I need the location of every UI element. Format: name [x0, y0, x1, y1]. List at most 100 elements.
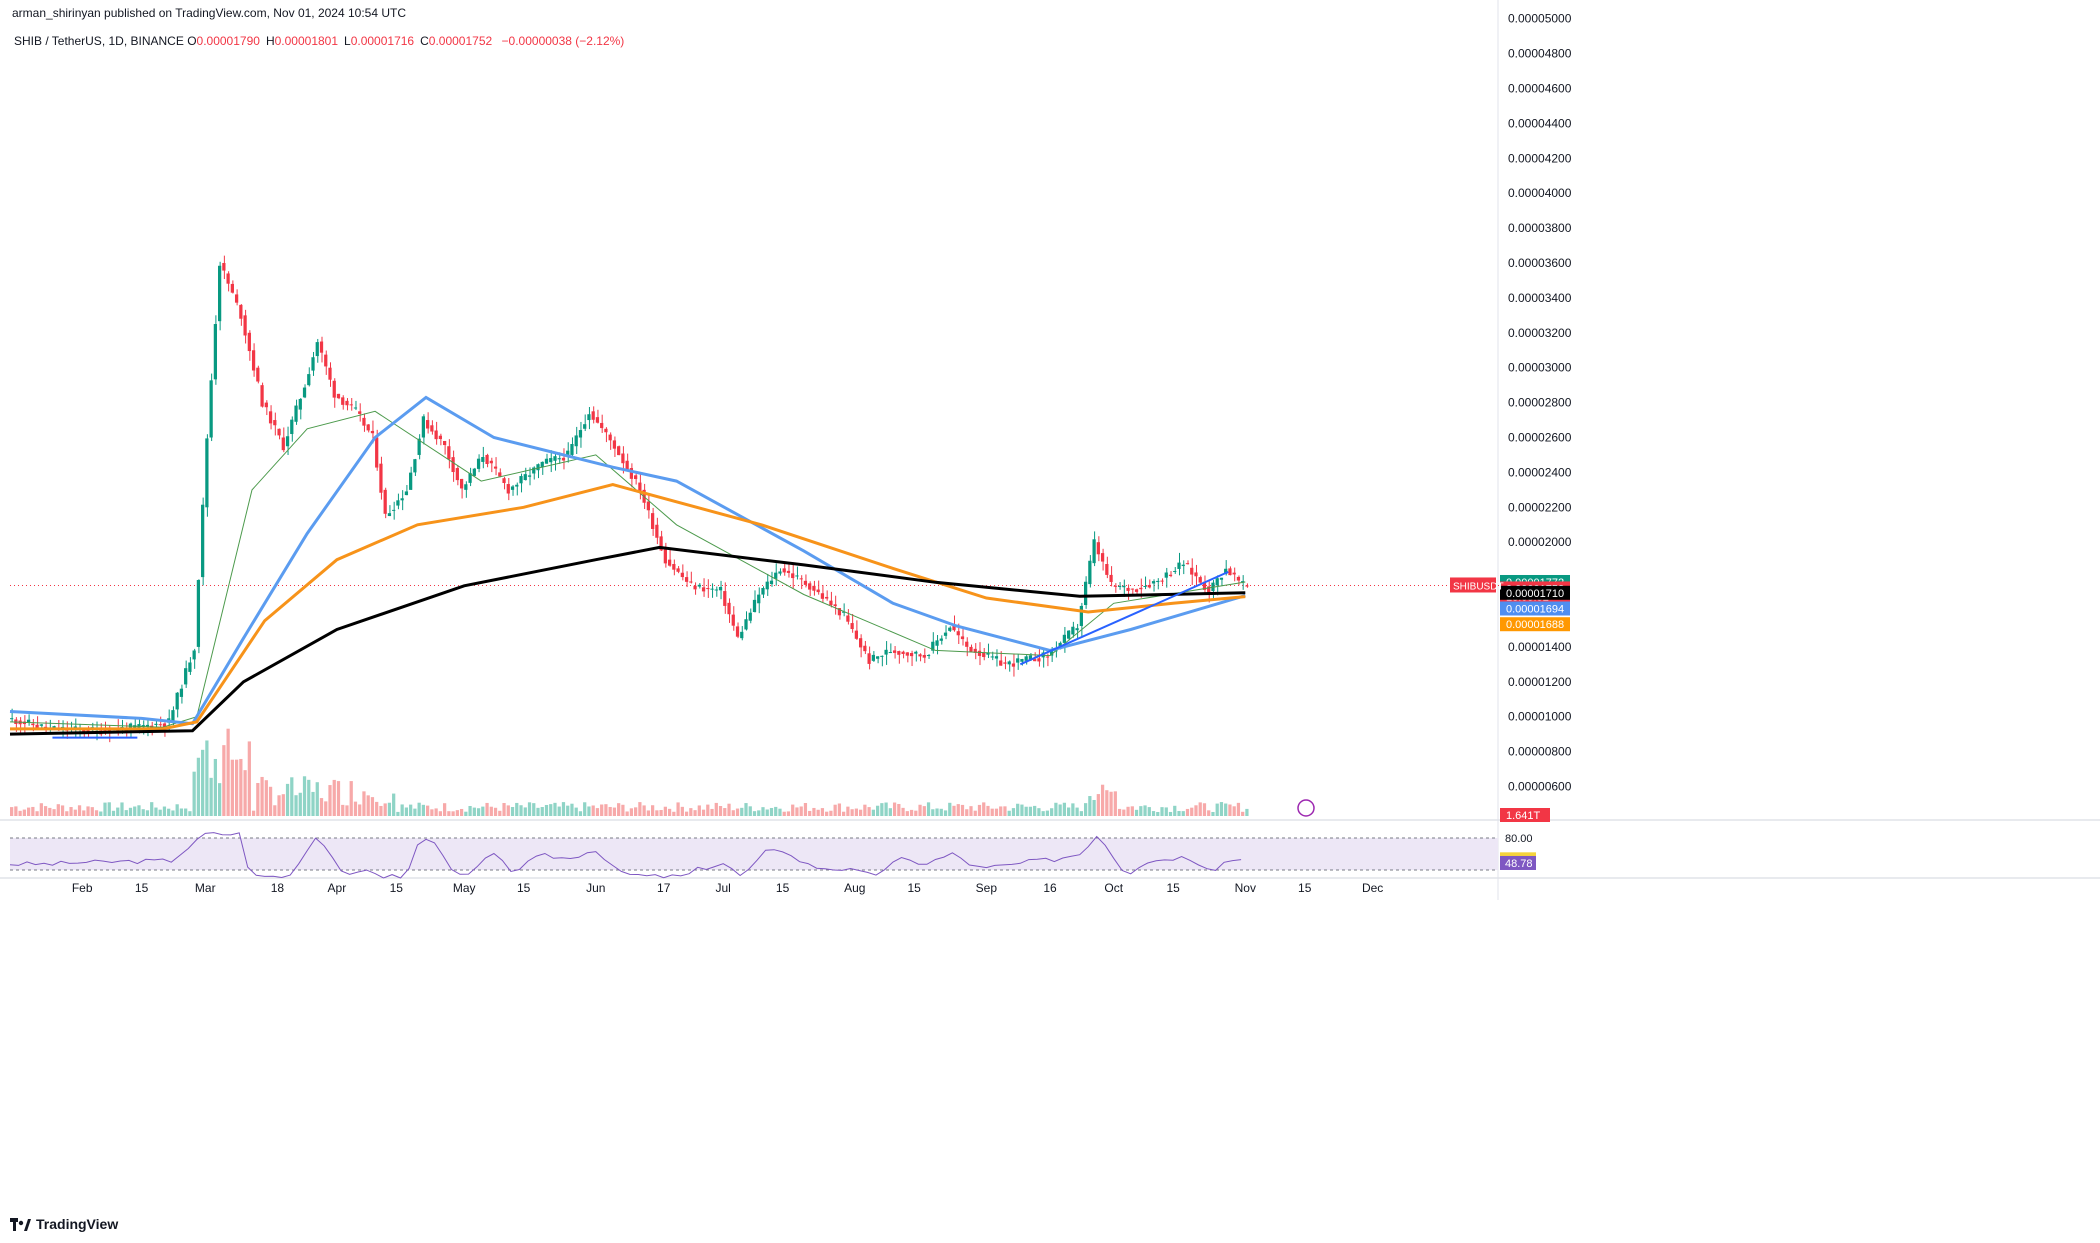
volume-bar	[400, 804, 404, 816]
volume-bar	[167, 808, 171, 816]
candle-body	[349, 404, 353, 406]
candle-body	[188, 662, 192, 672]
candle-body	[251, 350, 256, 371]
volume-bar	[1198, 802, 1202, 816]
time-tick-label: Nov	[1235, 881, 1256, 895]
symbol-tag: SHIBUSDT	[1453, 581, 1504, 592]
symbol-name[interactable]: SHIB / TetherUS, 1D, BINANCE	[14, 34, 184, 48]
volume-bar	[141, 809, 145, 816]
volume-bar	[939, 808, 943, 816]
volume-bar	[10, 807, 14, 816]
candle-body	[39, 724, 43, 726]
volume-bar	[918, 804, 922, 816]
candle-body	[319, 341, 324, 353]
volume-bar	[256, 783, 260, 816]
volume-bar	[426, 805, 430, 816]
candle-body	[328, 367, 332, 380]
candle-body	[1190, 567, 1194, 575]
candle-body	[629, 468, 634, 479]
price-tick-label: 0.00002000	[1508, 535, 1572, 549]
candle-body	[748, 612, 752, 621]
volume-bar	[336, 781, 341, 816]
volume-bar	[935, 808, 939, 816]
volume-bar	[1045, 810, 1050, 816]
candle-body	[1079, 605, 1083, 626]
candle-body	[999, 660, 1003, 666]
rsi-line	[9, 832, 1242, 879]
volume-bar	[1160, 807, 1164, 816]
volume-bar	[226, 728, 230, 816]
volume-bar	[578, 811, 583, 816]
volume-bar	[353, 801, 358, 816]
candle-body	[859, 638, 863, 648]
price-tick-label: 0.00001200	[1508, 675, 1572, 689]
volume-bar	[842, 811, 846, 816]
volume-bar	[1232, 806, 1236, 816]
volume-bar	[349, 781, 353, 816]
candle-body	[935, 640, 939, 646]
candle-body	[362, 417, 366, 426]
candle-body	[778, 571, 782, 574]
candle-body	[472, 468, 476, 476]
candle-body	[1151, 581, 1156, 584]
volume-bar	[99, 811, 103, 816]
candle-body	[952, 625, 956, 631]
volume-bar	[43, 806, 48, 816]
volume-bar	[472, 807, 476, 816]
candle-body	[1075, 628, 1079, 631]
volume-bar	[290, 777, 294, 816]
candle-body	[1109, 574, 1113, 582]
volume-bar	[230, 759, 234, 816]
candle-body	[1033, 659, 1037, 662]
volume-bar	[1050, 808, 1054, 816]
candle-body	[731, 614, 735, 626]
time-tick-label: 17	[657, 881, 671, 895]
volume-bar	[120, 802, 124, 816]
volume-bar	[519, 805, 523, 816]
candle-body	[1117, 585, 1122, 587]
candle-body	[1016, 658, 1020, 663]
volume-bar	[604, 804, 608, 816]
volume-bar	[1028, 806, 1033, 816]
candle-body	[901, 651, 905, 654]
price-label-text: 0.00001710	[1506, 588, 1564, 600]
candle-body	[757, 594, 761, 604]
volume-bar	[1075, 807, 1079, 816]
volume-bar	[434, 808, 438, 816]
ohlc-key-H: H	[265, 34, 275, 48]
volume-bar	[107, 802, 111, 816]
volume-bar	[35, 811, 39, 816]
volume-bar	[442, 803, 447, 816]
time-tick-label: 15	[135, 881, 149, 895]
volume-bar	[583, 802, 587, 816]
volume-bar	[285, 783, 290, 816]
candle-body	[137, 724, 141, 728]
volume-bar	[659, 809, 663, 816]
volume-bar	[171, 810, 175, 816]
volume-bar	[150, 802, 154, 816]
volume-bar	[128, 807, 133, 816]
candle-body	[846, 615, 850, 622]
volume-bar	[999, 806, 1003, 816]
volume-bar	[803, 802, 808, 816]
volume-bar	[795, 807, 799, 816]
volume-bar	[1211, 811, 1215, 816]
candle-body	[1071, 626, 1075, 635]
candle-body	[926, 655, 931, 657]
volume-bar	[451, 811, 455, 816]
candle-body	[994, 656, 999, 659]
tradingview-brand[interactable]: TradingView	[10, 1216, 118, 1232]
candle-body	[1024, 656, 1028, 661]
volume-bar	[1215, 803, 1219, 816]
volume-bar	[116, 807, 120, 816]
volume-bar	[740, 807, 744, 816]
volume-bar	[1092, 799, 1096, 816]
volume-bar	[298, 792, 302, 816]
candle-body	[663, 548, 667, 564]
candle-body	[158, 724, 162, 726]
price-tick-label: 0.00001400	[1508, 640, 1572, 654]
candle-body	[1028, 655, 1033, 660]
volume-bar	[1219, 802, 1224, 816]
volume-bar	[1020, 804, 1024, 816]
